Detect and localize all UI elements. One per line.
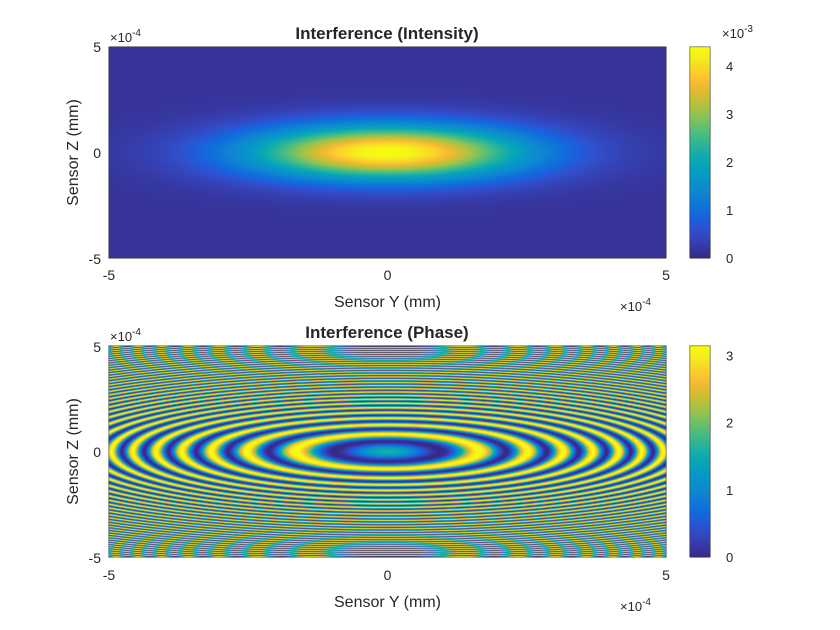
phase-y-ticks: 5 0 -5 <box>89 339 114 566</box>
phase-y-exponent: ×10-4 <box>110 327 141 344</box>
intensity-x-exponent: ×10-4 <box>620 297 651 314</box>
colorbar-tick-label: 0 <box>726 251 733 266</box>
intensity-panel: Interference (Intensity) -5 0 5 5 0 -5 S… <box>65 24 753 314</box>
phase-x-tick-label: -5 <box>103 567 116 583</box>
phase-colorbar-frame <box>689 345 711 558</box>
phase-y-axis-label: Sensor Z (mm) <box>65 398 82 505</box>
phase-x-axis-label: Sensor Y (mm) <box>334 594 441 611</box>
intensity-y-axis-label: Sensor Z (mm) <box>65 99 82 206</box>
intensity-x-tick-label: 0 <box>384 267 392 283</box>
colorbar-tick-label: 2 <box>726 416 733 431</box>
phase-x-exponent: ×10-4 <box>620 597 651 614</box>
intensity-y-tick-label: -5 <box>89 251 102 267</box>
phase-x-tick-label: 5 <box>662 567 670 583</box>
phase-y-tick-label: -5 <box>89 550 102 566</box>
colorbar-tick-label: 3 <box>726 107 733 122</box>
colorbar-tick-label: 1 <box>726 483 733 498</box>
phase-panel: Interference (Phase) -5 0 5 5 0 -5 Senso… <box>65 323 733 614</box>
intensity-y-tick-label: 5 <box>93 39 101 55</box>
intensity-x-axis-label: Sensor Y (mm) <box>334 294 441 311</box>
intensity-y-exponent: ×10-4 <box>110 28 141 45</box>
intensity-title: Interference (Intensity) <box>295 24 478 43</box>
phase-x-tick-label: 0 <box>384 567 392 583</box>
intensity-colorbar-frame <box>689 46 711 259</box>
phase-title: Interference (Phase) <box>305 323 468 342</box>
intensity-y-ticks: 5 0 -5 <box>89 39 114 267</box>
phase-y-tick-label: 5 <box>93 339 101 355</box>
intensity-x-tick-label: -5 <box>103 267 116 283</box>
colorbar-tick-label: 4 <box>726 59 733 74</box>
intensity-x-tick-label: 5 <box>662 267 670 283</box>
colorbar-tick-label: 0 <box>726 550 733 565</box>
phase-y-tick-label: 0 <box>93 444 101 460</box>
colorbar-tick-label: 3 <box>726 349 733 364</box>
colorbar-tick-label: 1 <box>726 203 733 218</box>
colorbar-tick-label: 2 <box>726 155 733 170</box>
intensity-colorbar-exponent: ×10-3 <box>722 24 753 41</box>
phase-plot-frame <box>108 345 667 558</box>
intensity-y-tick-label: 0 <box>93 145 101 161</box>
intensity-plot-frame <box>108 46 667 259</box>
